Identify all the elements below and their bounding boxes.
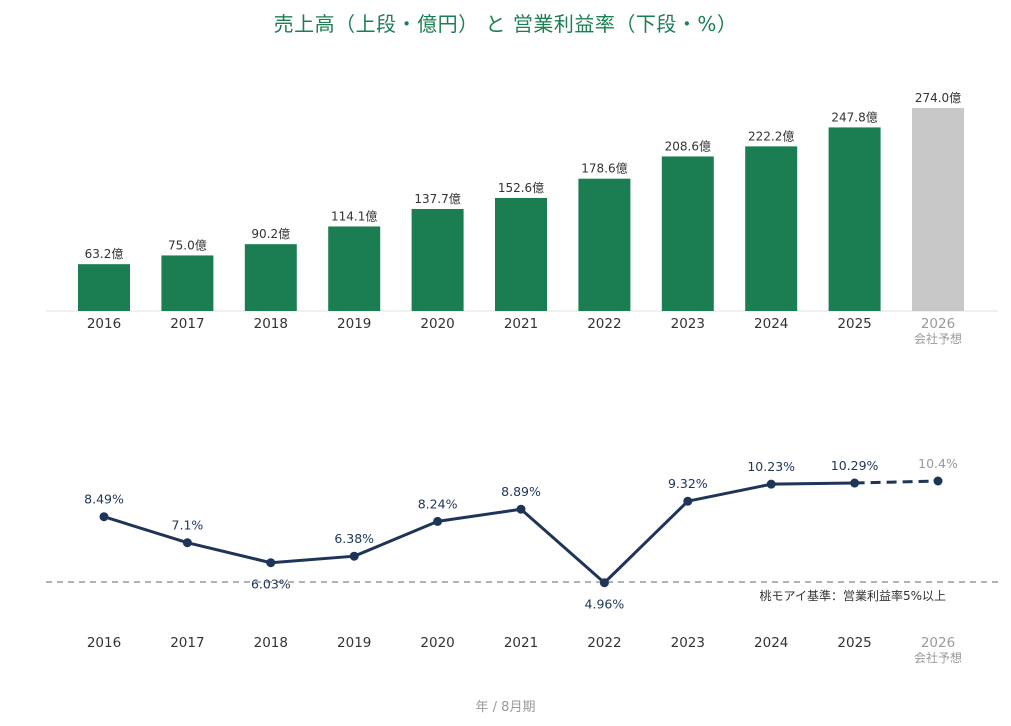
bar-2022 xyxy=(578,178,631,311)
line-x-tick-label: 2016 xyxy=(87,635,121,651)
bar-forecast-label: 会社予想 xyxy=(914,331,962,346)
margin-forecast-line xyxy=(854,479,939,485)
margin-value-label: 4.96% xyxy=(585,597,625,612)
bar-value-label: 247.8億 xyxy=(831,110,877,124)
bar-x-tick-label: 2023 xyxy=(671,316,705,332)
margin-value-label: 6.38% xyxy=(334,531,374,546)
bar-x-tick-label: 2022 xyxy=(587,316,621,332)
margin-line xyxy=(103,481,855,585)
margin-value-label: 10.29% xyxy=(831,458,879,473)
margin-point-2024 xyxy=(766,479,776,489)
bar-2024 xyxy=(745,146,798,311)
bar-x-tick-label: 2016 xyxy=(87,316,121,332)
margin-point-2020 xyxy=(433,516,443,526)
bar-value-label: 152.6億 xyxy=(498,181,544,195)
line-x-tick-label: 2019 xyxy=(337,635,371,651)
bar-value-label: 274.0億 xyxy=(915,91,961,105)
line-x-tick-label: 2023 xyxy=(671,635,705,651)
margin-value-label: 6.03% xyxy=(251,577,291,592)
margin-point-2019 xyxy=(349,551,359,561)
bar-x-tick-label: 2026 xyxy=(921,316,955,332)
line-x-tick-label: 2026 xyxy=(921,635,955,651)
bar-value-label: 75.0億 xyxy=(168,238,207,252)
margin-point-2023 xyxy=(683,496,693,506)
bar-value-label: 178.6億 xyxy=(581,162,627,176)
line-x-tick-label: 2020 xyxy=(420,635,454,651)
line-forecast-label: 会社予想 xyxy=(914,650,962,665)
bar-value-label: 208.6億 xyxy=(665,139,711,153)
margin-value-label: 10.23% xyxy=(747,459,795,474)
margin-value-label: 7.1% xyxy=(172,518,204,533)
bar-2025 xyxy=(828,127,881,311)
bar-2017 xyxy=(161,255,214,311)
line-x-tick-label: 2018 xyxy=(254,635,288,651)
bar-x-tick-label: 2018 xyxy=(254,316,288,332)
margin-value-label: 8.24% xyxy=(418,496,458,511)
threshold-label: 桃モアイ基準：営業利益率5%以上 xyxy=(760,588,946,603)
margin-value-label: 8.49% xyxy=(84,492,124,507)
bar-x-tick-label: 2025 xyxy=(837,316,871,332)
margin-point-2026 xyxy=(933,476,943,486)
margin-point-2016 xyxy=(99,512,109,522)
bar-value-label: 63.2億 xyxy=(85,247,124,261)
margin-point-2018 xyxy=(266,558,276,568)
bar-2023 xyxy=(661,156,714,311)
margin-value-label: 10.4% xyxy=(918,456,958,471)
margin-point-2021 xyxy=(516,504,526,514)
bar-value-label: 137.7億 xyxy=(414,192,460,206)
bar-value-label: 90.2億 xyxy=(251,227,290,241)
line-x-tick-label: 2025 xyxy=(837,635,871,651)
bar-2020 xyxy=(411,208,464,311)
x-axis-unit-caption: 年 / 8月期 xyxy=(475,700,536,715)
bar-2018 xyxy=(244,244,297,311)
margin-point-2022 xyxy=(599,578,609,588)
line-x-tick-label: 2022 xyxy=(587,635,621,651)
line-x-tick-label: 2024 xyxy=(754,635,788,651)
bar-x-tick-label: 2019 xyxy=(337,316,371,332)
margin-value-label: 9.32% xyxy=(668,476,708,491)
line-x-tick-label: 2021 xyxy=(504,635,538,651)
margin-point-2017 xyxy=(182,538,192,548)
bar-value-label: 114.1億 xyxy=(331,209,377,223)
bar-x-tick-label: 2024 xyxy=(754,316,788,332)
bar-2016 xyxy=(78,264,130,311)
bar-x-tick-label: 2017 xyxy=(170,316,204,332)
line-x-tick-label: 2017 xyxy=(170,635,204,651)
margin-point-2025 xyxy=(850,478,860,488)
margin-value-label: 8.89% xyxy=(501,484,541,499)
bar-2021 xyxy=(495,197,547,311)
chart-title: 売上高（上段・億円） と 営業利益率（下段・%） xyxy=(273,12,738,36)
bar-2026 xyxy=(912,108,964,311)
bar-value-label: 222.2億 xyxy=(748,129,794,143)
bar-2019 xyxy=(328,226,381,311)
bar-x-tick-label: 2020 xyxy=(420,316,454,332)
bar-x-tick-label: 2021 xyxy=(504,316,538,332)
